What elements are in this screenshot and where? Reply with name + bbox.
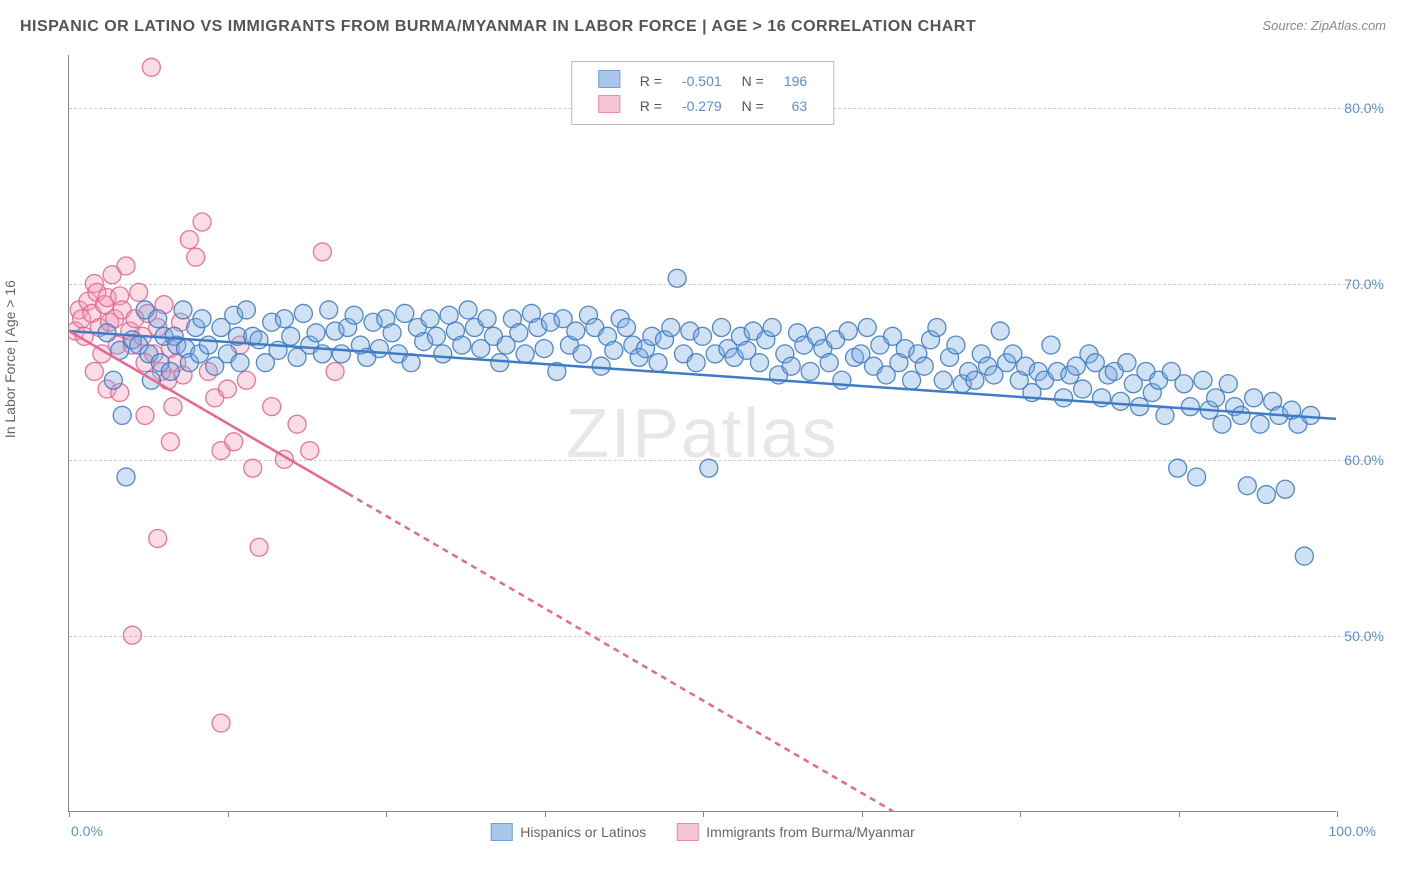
legend-item: Hispanics or Latinos — [490, 823, 646, 841]
legend-n-label: N = — [732, 68, 774, 93]
watermark: ZIPatlas — [566, 393, 839, 473]
x-tick — [386, 811, 387, 817]
legend-swatch — [490, 823, 512, 841]
chart-container: In Labor Force | Age > 16 ZIPatlas R = -… — [20, 50, 1386, 842]
legend-r-label: R = — [630, 93, 672, 118]
y-tick-label: 80.0% — [1344, 100, 1384, 116]
x-tick — [1020, 811, 1021, 817]
legend-r-value: -0.279 — [672, 93, 732, 118]
correlation-legend: R = -0.501 N = 196 R = -0.279 N = 63 — [571, 61, 834, 125]
legend-swatch — [598, 70, 620, 88]
legend-item-label: Hispanics or Latinos — [520, 824, 646, 840]
y-tick-label: 60.0% — [1344, 452, 1384, 468]
source-label: Source: ZipAtlas.com — [1262, 18, 1386, 33]
legend-n-label: N = — [732, 93, 774, 118]
y-axis-label: In Labor Force | Age > 16 — [2, 280, 18, 438]
plot-area: ZIPatlas R = -0.501 N = 196 R = -0.279 N… — [68, 55, 1336, 812]
x-tick — [1337, 811, 1338, 817]
gridline — [69, 460, 1376, 461]
gridline — [69, 636, 1376, 637]
x-tick — [69, 811, 70, 817]
legend-swatch — [676, 823, 698, 841]
legend-swatch — [598, 95, 620, 113]
legend-row: R = -0.279 N = 63 — [588, 93, 817, 118]
legend-item-label: Immigrants from Burma/Myanmar — [706, 824, 914, 840]
legend-item: Immigrants from Burma/Myanmar — [676, 823, 914, 841]
legend-n-value: 63 — [774, 93, 817, 118]
legend-n-value: 196 — [774, 68, 817, 93]
x-tick — [545, 811, 546, 817]
x-tick — [862, 811, 863, 817]
x-tick-label-start: 0.0% — [71, 823, 103, 839]
gridline — [69, 284, 1376, 285]
series-legend: Hispanics or Latinos Immigrants from Burm… — [490, 823, 915, 841]
x-tick-label-end: 100.0% — [1329, 823, 1376, 839]
y-tick-label: 50.0% — [1344, 628, 1384, 644]
x-tick — [228, 811, 229, 817]
legend-row: R = -0.501 N = 196 — [588, 68, 817, 93]
legend-r-value: -0.501 — [672, 68, 732, 93]
x-tick — [1179, 811, 1180, 817]
x-tick — [703, 811, 704, 817]
chart-title: HISPANIC OR LATINO VS IMMIGRANTS FROM BU… — [20, 18, 976, 36]
y-tick-label: 70.0% — [1344, 276, 1384, 292]
legend-r-label: R = — [630, 68, 672, 93]
